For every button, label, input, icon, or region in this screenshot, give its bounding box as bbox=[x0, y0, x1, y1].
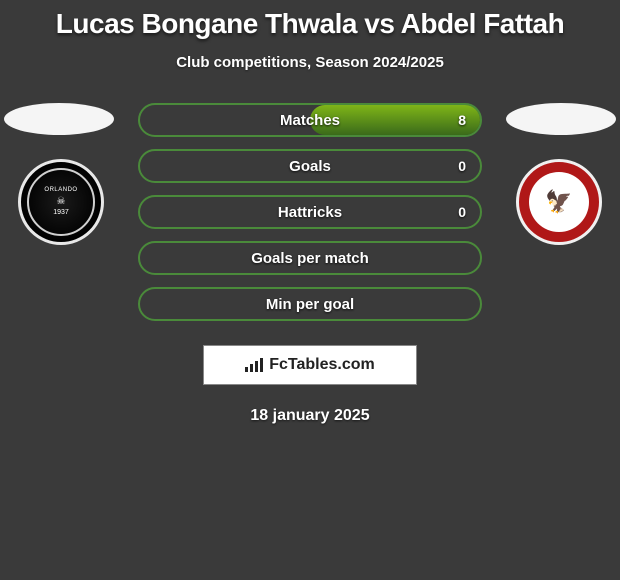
stat-value-right: 0 bbox=[458, 158, 466, 174]
player-photo-placeholder-right bbox=[506, 103, 616, 135]
stat-row: Matches 8 bbox=[138, 103, 482, 137]
stat-label: Goals per match bbox=[251, 250, 369, 267]
subtitle: Club competitions, Season 2024/2025 bbox=[0, 54, 620, 71]
stat-rows: Matches 8 Goals 0 Hattricks 0 Goals per match M… bbox=[138, 103, 482, 333]
comparison-area: ORLANDO ☠ 1937 🦅 Matches8Goals0Hattricks… bbox=[0, 103, 620, 333]
stat-label: Goals bbox=[289, 158, 331, 175]
brand-chart-icon bbox=[245, 358, 263, 372]
date-text: 18 january 2025 bbox=[0, 407, 620, 425]
stat-row: Hattricks 0 bbox=[138, 195, 482, 229]
stat-label: Matches bbox=[280, 112, 340, 129]
stat-value-right: 0 bbox=[458, 204, 466, 220]
club-logo-right-inner: 🦅 bbox=[529, 172, 589, 232]
brand-badge: FcTables.com bbox=[203, 345, 417, 385]
stat-row: Min per goal bbox=[138, 287, 482, 321]
club-logo-left: ORLANDO ☠ 1937 bbox=[18, 159, 104, 245]
club-logo-right: 🦅 bbox=[516, 159, 602, 245]
eagle-icon: 🦅 bbox=[545, 189, 572, 215]
stat-label: Min per goal bbox=[266, 296, 354, 313]
stat-value-right: 8 bbox=[458, 112, 466, 128]
player-photo-placeholder-left bbox=[4, 103, 114, 135]
stat-row: Goals 0 bbox=[138, 149, 482, 183]
brand-text: FcTables.com bbox=[269, 356, 375, 374]
club-logo-left-inner: ORLANDO ☠ 1937 bbox=[44, 187, 77, 216]
stat-label: Hattricks bbox=[278, 204, 342, 221]
page-title: Lucas Bongane Thwala vs Abdel Fattah bbox=[0, 8, 620, 40]
stat-row: Goals per match bbox=[138, 241, 482, 275]
